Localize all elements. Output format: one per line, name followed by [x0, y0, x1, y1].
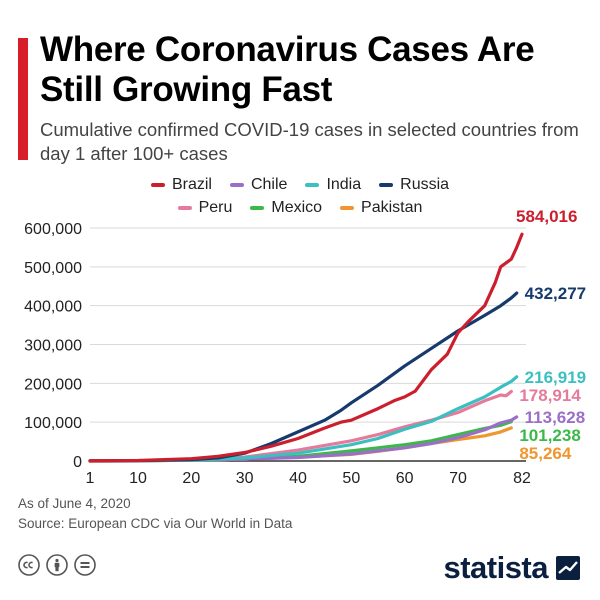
source-note: Source: European CDC via Our World in Da…: [18, 516, 293, 531]
x-tick-label: 30: [236, 470, 254, 487]
legend-item-pakistan: Pakistan: [340, 199, 422, 217]
x-tick-label: 10: [129, 470, 147, 487]
legend-item-peru: Peru: [177, 199, 233, 217]
legend-swatch-russia: [379, 183, 394, 187]
series-layer: [88, 232, 524, 463]
end-label-mexico: 101,238: [519, 426, 580, 445]
legend-item-mexico: Mexico: [250, 199, 322, 217]
chart-subtitle: Cumulative confirmed COVID-19 cases in s…: [40, 119, 579, 164]
y-tick-label: 200,000: [24, 376, 82, 393]
series-line-brazil: [88, 232, 524, 463]
chart-title: Where Coronavirus Cases Are Still Growin…: [40, 30, 535, 109]
legend-swatch-brazil: [150, 183, 165, 187]
end-label-chile: 113,628: [525, 408, 586, 427]
x-tick-label: 50: [342, 470, 360, 487]
legend-label-mexico: Mexico: [271, 199, 323, 216]
legend-item-brazil: Brazil: [150, 176, 212, 194]
legend-label-russia: Russia: [400, 176, 450, 193]
x-tick-label: 1: [86, 470, 95, 487]
y-tick-label: 400,000: [24, 299, 82, 316]
legend-label-india: India: [326, 176, 362, 193]
x-tick-label: 70: [449, 470, 467, 487]
x-tick-label: 20: [182, 470, 200, 487]
statista-logo[interactable]: statista: [443, 552, 580, 584]
legend-row-1: Brazil Chile India Russia: [0, 176, 600, 194]
legend-row-2: Peru Mexico Pakistan: [0, 199, 600, 217]
accent-bar: [18, 38, 28, 160]
by-icon[interactable]: [46, 554, 68, 576]
x-tick-label: 40: [289, 470, 307, 487]
legend-item-russia: Russia: [379, 176, 449, 194]
line-chart: 0 100,000 200,000 300,000 400,000 500,000 600,…: [24, 210, 586, 487]
legend-item-chile: Chile: [229, 176, 288, 194]
y-tick-label: 100,000: [24, 415, 82, 432]
y-tick-label: 500,000: [24, 260, 82, 277]
equal-icon[interactable]: [74, 554, 96, 576]
legend-label-brazil: Brazil: [171, 176, 212, 193]
x-tick-label: 60: [396, 470, 414, 487]
y-tick-label: 0: [73, 454, 82, 471]
series-line-peru: [88, 389, 513, 463]
as-of-note: As of June 4, 2020: [18, 496, 131, 511]
cc-icon[interactable]: [18, 554, 40, 576]
end-label-peru: 178,914: [519, 386, 581, 405]
tick-layer: 0 100,000 200,000 300,000 400,000 500,000 600,…: [24, 221, 531, 487]
legend-swatch-chile: [229, 183, 244, 187]
license-icons: [18, 554, 96, 576]
legend-item-india: India: [305, 176, 361, 194]
end-label-brazil: 584,016: [516, 210, 577, 226]
end-label-india: 216,919: [525, 368, 586, 387]
legend-swatch-india: [305, 183, 320, 187]
y-tick-label: 600,000: [24, 221, 82, 238]
brand-wordmark: statista: [443, 550, 548, 585]
legend-label-pakistan: Pakistan: [361, 199, 423, 216]
y-tick-label: 300,000: [24, 338, 82, 355]
legend-swatch-peru: [177, 206, 192, 210]
legend-label-chile: Chile: [250, 176, 288, 193]
legend-swatch-mexico: [250, 206, 265, 210]
end-label-russia: 432,277: [525, 284, 586, 303]
legend-swatch-pakistan: [340, 206, 355, 210]
end-label-pakistan: 85,264: [519, 444, 572, 463]
x-tick-label: 82: [513, 470, 531, 487]
legend-label-peru: Peru: [198, 199, 233, 216]
statista-logo-icon: [556, 556, 580, 580]
